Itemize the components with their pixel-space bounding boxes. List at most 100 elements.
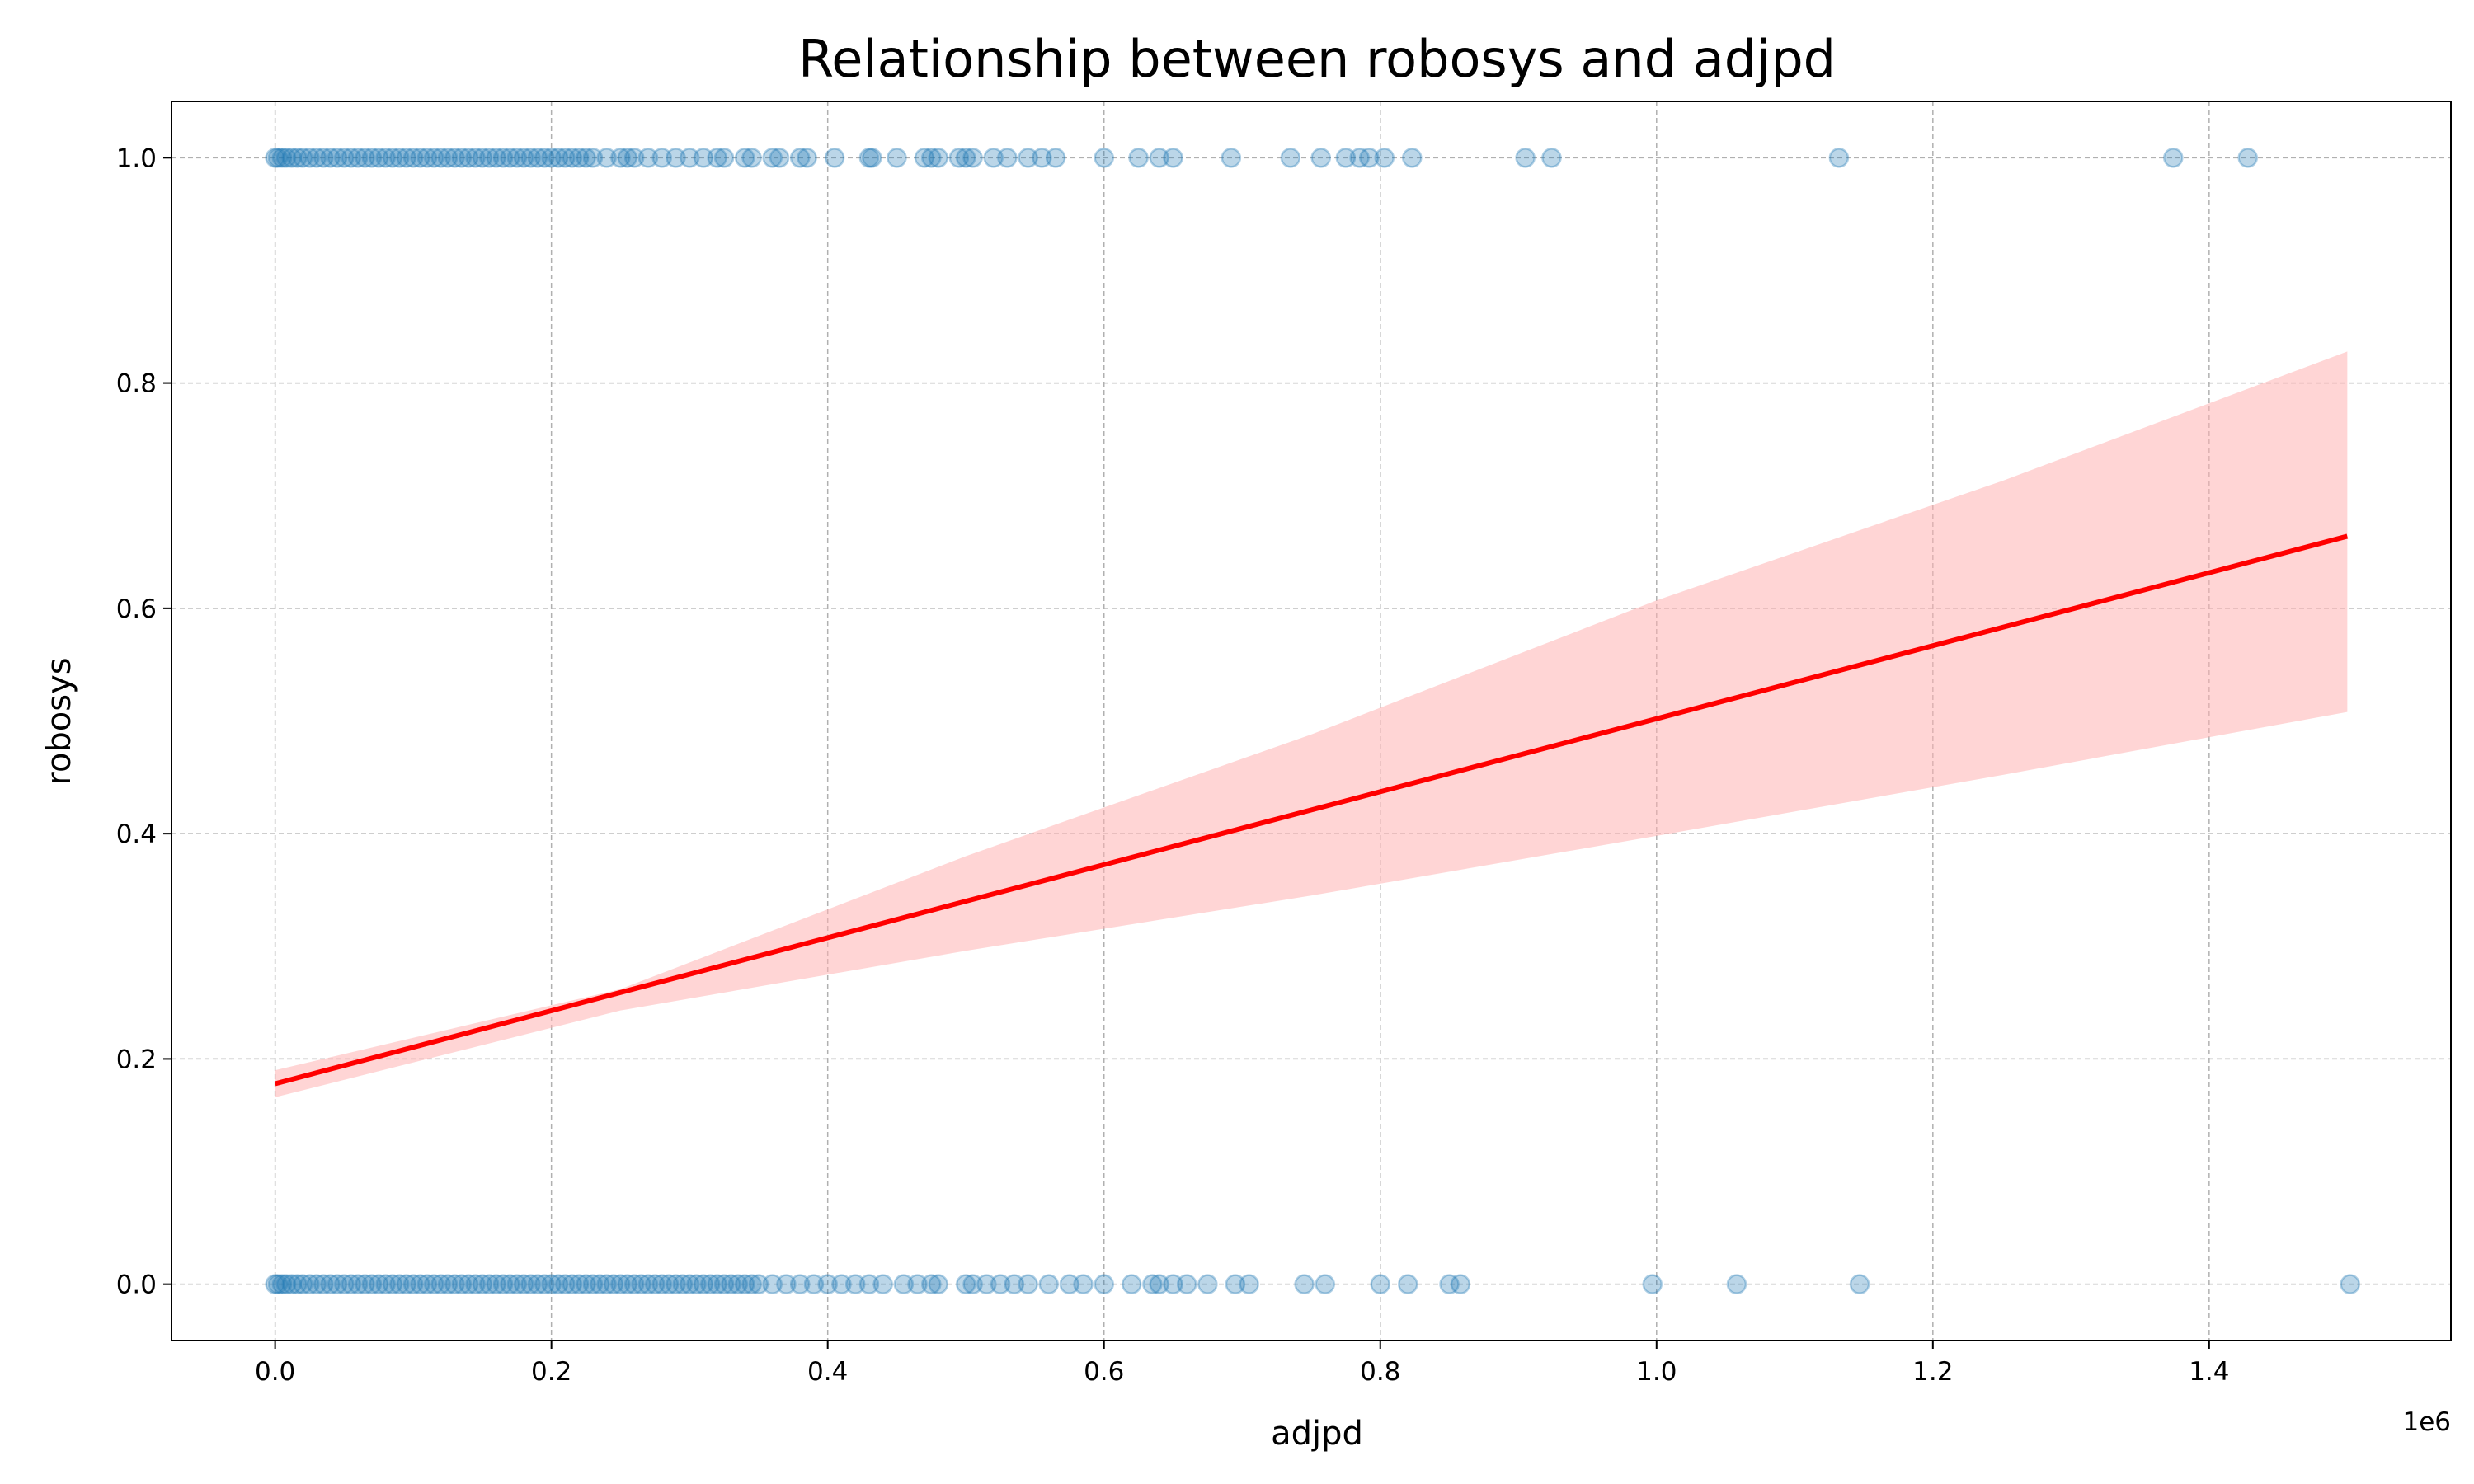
y-tick-label: 0.8	[116, 369, 157, 399]
data-point	[645, 1274, 666, 1294]
data-point	[721, 1274, 741, 1294]
data-point	[582, 148, 604, 168]
data-point	[651, 1274, 672, 1294]
data-point	[734, 148, 755, 168]
data-point	[534, 1274, 555, 1294]
data-point	[1439, 1274, 1460, 1294]
y-axis-ticks: 0.0 0.2 0.4 0.6 0.8 1.0	[116, 143, 172, 1300]
data-point	[2163, 148, 2184, 168]
data-point	[610, 148, 631, 168]
data-point	[1059, 1274, 1080, 1294]
data-point	[1018, 148, 1038, 168]
data-point	[576, 1274, 596, 1294]
data-point	[741, 148, 762, 168]
fit-line-group	[274, 533, 2349, 1087]
data-point	[1402, 148, 1423, 168]
data-point	[320, 148, 341, 168]
data-point	[479, 1274, 500, 1294]
data-point	[299, 148, 320, 168]
data-point	[271, 148, 293, 168]
x-tick-label: 0.8	[1360, 1357, 1400, 1387]
data-point	[617, 148, 638, 168]
data-point	[1370, 1274, 1391, 1294]
data-point	[486, 1274, 506, 1294]
data-point	[292, 1274, 313, 1294]
data-point	[610, 1274, 631, 1294]
data-point	[410, 1274, 430, 1294]
x-axis-offset-label: 1e6	[2402, 1407, 2451, 1437]
data-point	[430, 1274, 451, 1294]
data-point	[382, 148, 403, 168]
plot-frame	[171, 101, 2452, 1341]
data-point	[955, 1274, 976, 1294]
data-point	[444, 148, 465, 168]
data-point	[983, 148, 1004, 168]
data-point	[637, 148, 659, 168]
x-tick-label: 0.6	[1084, 1357, 1124, 1387]
data-point	[341, 1274, 362, 1294]
data-point	[520, 1274, 541, 1294]
data-point	[555, 148, 576, 168]
confidence-band	[275, 351, 2348, 1097]
data-point	[1310, 148, 1331, 168]
data-point	[327, 148, 348, 168]
chart-title: Relationship between robosys and adjpd	[798, 29, 1836, 89]
data-point	[713, 148, 735, 168]
data-point	[361, 148, 383, 168]
points-group	[265, 148, 2360, 1294]
data-point	[1335, 148, 1357, 168]
data-point	[361, 1274, 383, 1294]
data-point	[267, 148, 289, 168]
data-point	[817, 1274, 838, 1294]
data-point	[444, 1274, 465, 1294]
data-point	[402, 148, 424, 168]
data-point	[479, 148, 500, 168]
data-point	[603, 1274, 624, 1294]
data-point	[472, 1274, 493, 1294]
data-point	[347, 148, 369, 168]
data-point	[921, 1274, 942, 1294]
data-point	[313, 148, 334, 168]
data-point	[1004, 1274, 1025, 1294]
data-point	[347, 1274, 369, 1294]
data-point	[893, 1274, 915, 1294]
data-point	[921, 148, 942, 168]
data-point	[424, 1274, 444, 1294]
data-point	[672, 1274, 694, 1294]
data-point	[776, 1274, 797, 1294]
data-point	[382, 1274, 403, 1294]
data-point	[844, 1274, 866, 1294]
data-point	[707, 148, 727, 168]
data-point	[990, 1274, 1011, 1294]
data-point	[858, 148, 880, 168]
data-point	[320, 1274, 341, 1294]
data-point	[1142, 1274, 1163, 1294]
x-axis-ticks: 0.0 0.2 0.4 0.6 0.8 1.0 1.2 1.4	[255, 1341, 2230, 1387]
data-point	[306, 1274, 327, 1294]
data-point	[334, 1274, 355, 1294]
data-point	[265, 1274, 285, 1294]
data-point	[948, 148, 970, 168]
data-point	[1828, 148, 1850, 168]
data-point	[1726, 1274, 1747, 1294]
data-point	[1541, 148, 1562, 168]
data-point	[1515, 148, 1536, 168]
data-point	[928, 1274, 948, 1294]
data-point	[355, 148, 375, 168]
data-point	[271, 1274, 293, 1294]
data-point	[1045, 148, 1066, 168]
data-point	[430, 148, 451, 168]
data-point	[658, 1274, 680, 1294]
data-point	[693, 1274, 714, 1294]
data-point	[862, 148, 882, 168]
x-tick-label: 1.0	[1636, 1357, 1677, 1387]
data-point	[396, 1274, 417, 1294]
data-point	[1032, 148, 1052, 168]
data-point	[451, 148, 473, 168]
data-point	[465, 148, 486, 168]
data-point	[313, 1274, 334, 1294]
data-point	[334, 148, 355, 168]
data-point	[596, 1274, 617, 1294]
regression-line	[274, 533, 2349, 1087]
data-point	[1849, 1274, 1870, 1294]
